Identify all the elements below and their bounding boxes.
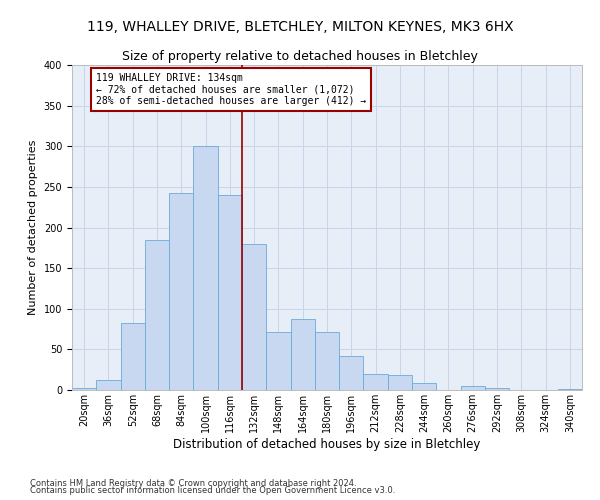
Bar [96,380,121,390]
Text: Contains public sector information licensed under the Open Government Licence v3: Contains public sector information licen… [30,486,395,495]
Bar [218,195,242,390]
Text: Size of property relative to detached houses in Bletchley: Size of property relative to detached ho… [122,50,478,63]
Bar [145,240,169,390]
Bar [558,389,582,390]
Bar [242,244,266,390]
Bar [121,322,145,390]
Bar [193,146,218,390]
Bar [339,356,364,390]
Bar [485,388,509,390]
Bar [461,386,485,390]
Bar [72,388,96,390]
Bar [388,374,412,390]
Bar [315,332,339,390]
Bar [412,382,436,390]
Text: 119, WHALLEY DRIVE, BLETCHLEY, MILTON KEYNES, MK3 6HX: 119, WHALLEY DRIVE, BLETCHLEY, MILTON KE… [86,20,514,34]
Bar [266,332,290,390]
Bar [169,192,193,390]
Bar [364,374,388,390]
Text: 119 WHALLEY DRIVE: 134sqm
← 72% of detached houses are smaller (1,072)
28% of se: 119 WHALLEY DRIVE: 134sqm ← 72% of detac… [96,73,367,106]
Text: Contains HM Land Registry data © Crown copyright and database right 2024.: Contains HM Land Registry data © Crown c… [30,478,356,488]
Y-axis label: Number of detached properties: Number of detached properties [28,140,38,315]
Bar [290,318,315,390]
X-axis label: Distribution of detached houses by size in Bletchley: Distribution of detached houses by size … [173,438,481,450]
